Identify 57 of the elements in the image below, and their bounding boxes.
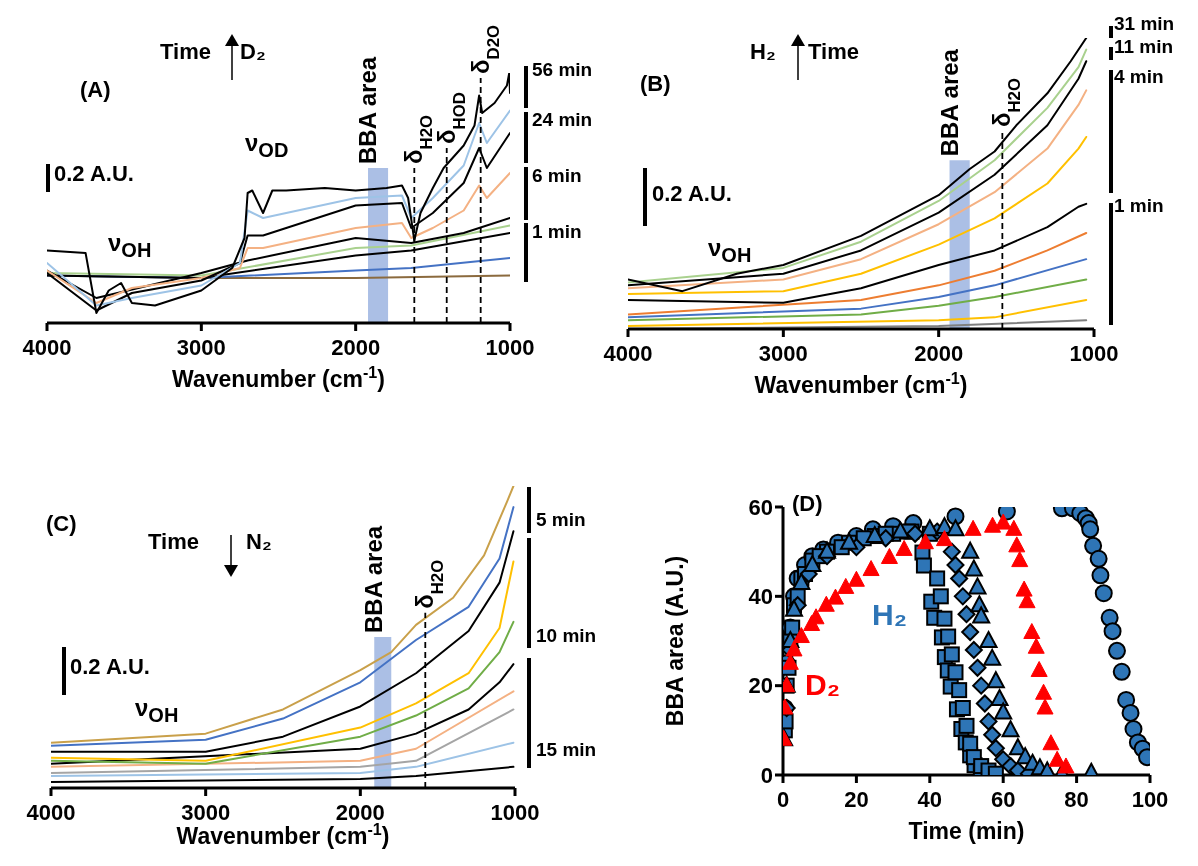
text: 1 min xyxy=(1114,195,1164,217)
band-label: BBA area xyxy=(354,56,382,164)
annotation: ν$_{OH}$ xyxy=(708,234,752,266)
series-label: H₂ xyxy=(872,598,907,632)
annotation: N₂ xyxy=(246,529,272,555)
text: 5 min xyxy=(536,509,586,531)
text: 11 min xyxy=(1114,36,1174,58)
annotation: (A) xyxy=(80,77,111,103)
text: 56 min xyxy=(532,59,593,81)
annotation: (C) xyxy=(46,511,77,537)
x-tick-label: 60 xyxy=(990,786,1016,812)
x-tick-label: 1000 xyxy=(1069,340,1119,366)
annotation: 0.2 A.U. xyxy=(652,181,732,207)
text: 6 min xyxy=(532,165,582,187)
text: 1 min xyxy=(532,221,582,243)
annotation: H₂ xyxy=(750,39,776,65)
x-tick-label: 4000 xyxy=(22,334,72,360)
text: 24 min xyxy=(532,109,593,131)
y-axis-title: BBA area (A.U.) xyxy=(662,555,688,727)
annotation: ν$_{OH}$ xyxy=(135,694,179,726)
text: 10 min xyxy=(536,625,597,647)
x-tick-label: 100 xyxy=(1131,786,1169,812)
annotation: ν$_{OH}$ xyxy=(108,229,152,261)
x-tick-label: 4000 xyxy=(26,799,76,825)
annotation: Time xyxy=(148,529,199,555)
band-label: BBA area xyxy=(360,525,388,633)
y-tick-label: 0 xyxy=(760,762,773,788)
x-tick-label: 20 xyxy=(844,786,869,812)
text: 4 min xyxy=(1114,66,1164,88)
y-tick-label: 20 xyxy=(748,673,773,699)
x-tick-label: 3000 xyxy=(176,334,226,360)
x-tick-label: 4000 xyxy=(603,340,653,366)
x-axis-title: Time (min) xyxy=(908,818,1025,844)
band-label: BBA area xyxy=(935,48,963,157)
x-tick-label: 1000 xyxy=(485,334,535,360)
x-axis-title: Wavenumber (cm$^{-1}$) xyxy=(754,369,968,398)
x-tick-label: 0 xyxy=(776,786,790,812)
annotation: Time xyxy=(808,39,859,65)
x-tick-label: 2000 xyxy=(331,334,381,360)
y-tick-label: 40 xyxy=(748,584,773,610)
x-tick-label: 40 xyxy=(917,786,943,812)
x-tick-label: 80 xyxy=(1064,786,1089,812)
text: 15 min xyxy=(536,739,597,761)
annotation: ν$_{OD}$ xyxy=(245,129,289,161)
annotation: 0.2 A.U. xyxy=(54,161,134,187)
annotation: 0.2 A.U. xyxy=(70,654,150,680)
annotation: (B) xyxy=(640,71,671,97)
x-axis-title: Wavenumber (cm$^{-1}$) xyxy=(172,363,385,392)
x-tick-label: 1000 xyxy=(490,799,540,825)
text: D₂ xyxy=(240,39,266,65)
x-tick-label: 2000 xyxy=(914,340,964,366)
annotation: (D) xyxy=(792,491,823,517)
text: Time xyxy=(160,39,211,65)
series-label: D₂ xyxy=(805,668,840,702)
x-tick-label: 3000 xyxy=(758,340,808,366)
y-tick-label: 60 xyxy=(748,494,773,520)
text: 31 min xyxy=(1114,13,1175,35)
